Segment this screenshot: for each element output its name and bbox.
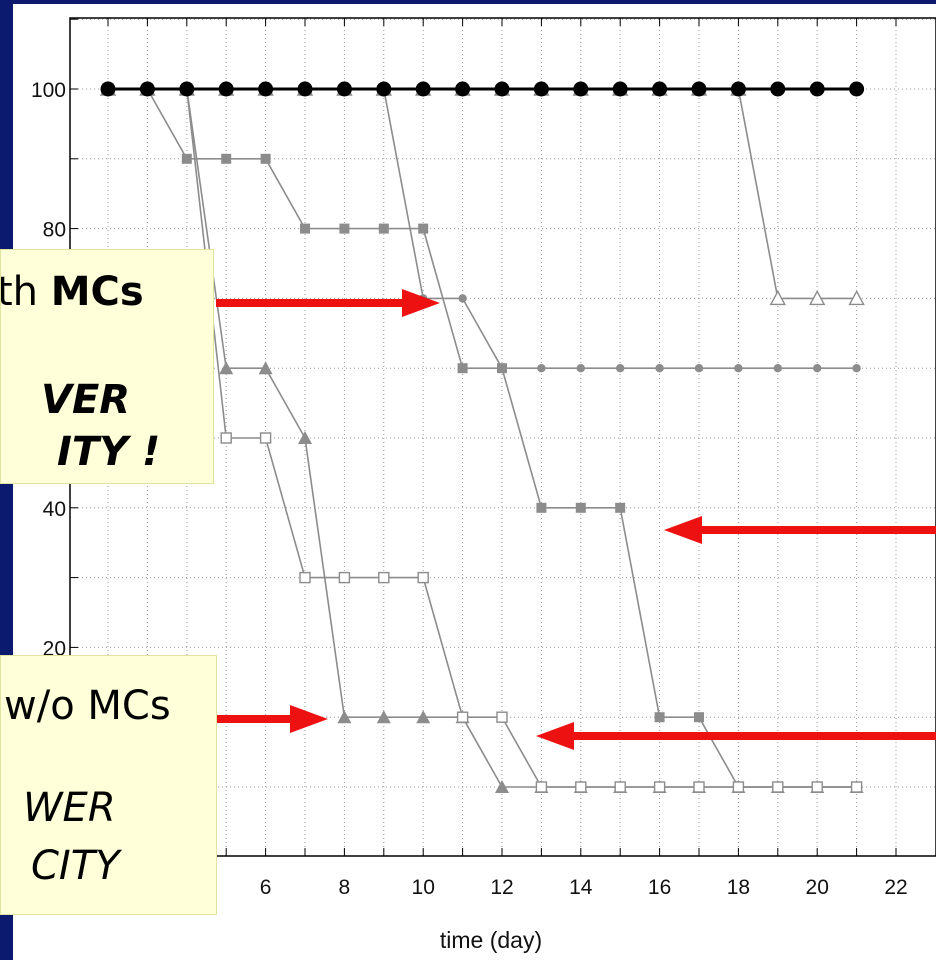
data-point	[300, 224, 310, 234]
data-point	[615, 782, 625, 792]
data-point	[655, 782, 665, 792]
arrow-without-mcs	[216, 705, 328, 733]
data-point	[731, 82, 746, 97]
data-point	[536, 782, 546, 792]
callout-without-mcs: w/o MCs WER CITY	[0, 655, 217, 915]
x-tick-label: 16	[648, 876, 671, 899]
x-tick-label: 12	[490, 876, 513, 899]
data-point	[298, 82, 313, 97]
arrows-layer	[216, 289, 936, 750]
data-point	[140, 82, 155, 97]
data-point	[101, 82, 116, 97]
y-tick-label: 80	[43, 219, 66, 242]
arrow-head	[290, 705, 328, 733]
data-point	[813, 364, 821, 372]
data-point	[261, 154, 271, 164]
data-point	[379, 224, 389, 234]
data-point	[339, 573, 349, 583]
data-point	[576, 503, 586, 513]
callout-top-line2: VER	[41, 378, 130, 422]
x-axis-label: time (day)	[440, 927, 542, 953]
data-point	[573, 82, 588, 97]
data-point	[733, 782, 743, 792]
y-tick-label: 100	[31, 79, 66, 102]
data-point	[576, 782, 586, 792]
data-point	[418, 224, 428, 234]
data-point	[497, 712, 507, 722]
callout-bottom-line1: w/o MCs	[4, 684, 171, 728]
series-filled-circle-large	[101, 82, 865, 97]
data-point	[497, 363, 507, 373]
data-point	[774, 364, 782, 372]
data-point	[455, 82, 470, 97]
x-tick-label: 22	[884, 876, 907, 899]
callout-with-mcs: th MCs VER ITY !	[0, 249, 214, 484]
data-point	[219, 82, 234, 97]
x-tick-label: 14	[569, 876, 593, 899]
callout-top-mcs: MCs	[51, 269, 144, 315]
data-point	[495, 82, 510, 97]
data-point	[613, 82, 628, 97]
data-point	[179, 82, 194, 97]
series-line	[108, 89, 857, 298]
x-tick-label: 8	[339, 876, 351, 899]
callout-bottom-line3: CITY	[31, 844, 120, 888]
data-point	[458, 712, 468, 722]
data-point	[337, 82, 352, 97]
data-point	[616, 364, 624, 372]
data-point	[182, 154, 192, 164]
data-point	[655, 712, 665, 722]
x-tick-label: 6	[260, 876, 272, 899]
data-point	[534, 82, 549, 97]
data-point	[652, 82, 667, 97]
data-point	[692, 82, 707, 97]
x-tick-labels: 46810121416182022	[181, 876, 908, 899]
data-point	[376, 82, 391, 97]
data-point	[773, 782, 783, 792]
data-point	[416, 82, 431, 97]
data-point	[577, 364, 585, 372]
arrow-with-mcs	[216, 289, 440, 317]
data-point	[852, 782, 862, 792]
data-point	[298, 431, 312, 444]
callout-top-line1: th MCs	[0, 270, 144, 314]
data-point	[258, 82, 273, 97]
arrow-right-lower	[536, 722, 936, 750]
x-tick-label: 20	[806, 876, 829, 899]
data-point	[458, 294, 466, 302]
data-point	[655, 364, 663, 372]
callout-bottom-line2: WER	[23, 786, 116, 830]
y-tick-label: 40	[43, 498, 66, 521]
data-point	[536, 503, 546, 513]
data-point	[221, 154, 231, 164]
data-point	[734, 364, 742, 372]
data-point	[261, 433, 271, 443]
arrow-head	[664, 516, 702, 544]
data-point	[418, 573, 428, 583]
data-point	[695, 364, 703, 372]
data-point	[221, 433, 231, 443]
callout-top-prefix: th	[0, 269, 51, 315]
data-point	[694, 782, 704, 792]
x-tick-label: 18	[727, 876, 750, 899]
data-point	[812, 782, 822, 792]
data-point	[537, 364, 545, 372]
callout-top-line3: ITY !	[57, 430, 160, 474]
arrow-head	[402, 289, 440, 317]
data-point	[615, 503, 625, 513]
data-point	[849, 82, 864, 97]
data-point	[458, 363, 468, 373]
data-point	[300, 573, 310, 583]
x-tick-label: 10	[412, 876, 435, 899]
arrow-right-upper	[664, 516, 936, 544]
data-point	[339, 224, 349, 234]
series-open-triangle	[101, 82, 864, 304]
data-point	[810, 82, 825, 97]
data-point	[852, 364, 860, 372]
data-point	[379, 573, 389, 583]
slide-top-frame	[0, 0, 936, 4]
data-point	[694, 712, 704, 722]
data-point	[770, 82, 785, 97]
